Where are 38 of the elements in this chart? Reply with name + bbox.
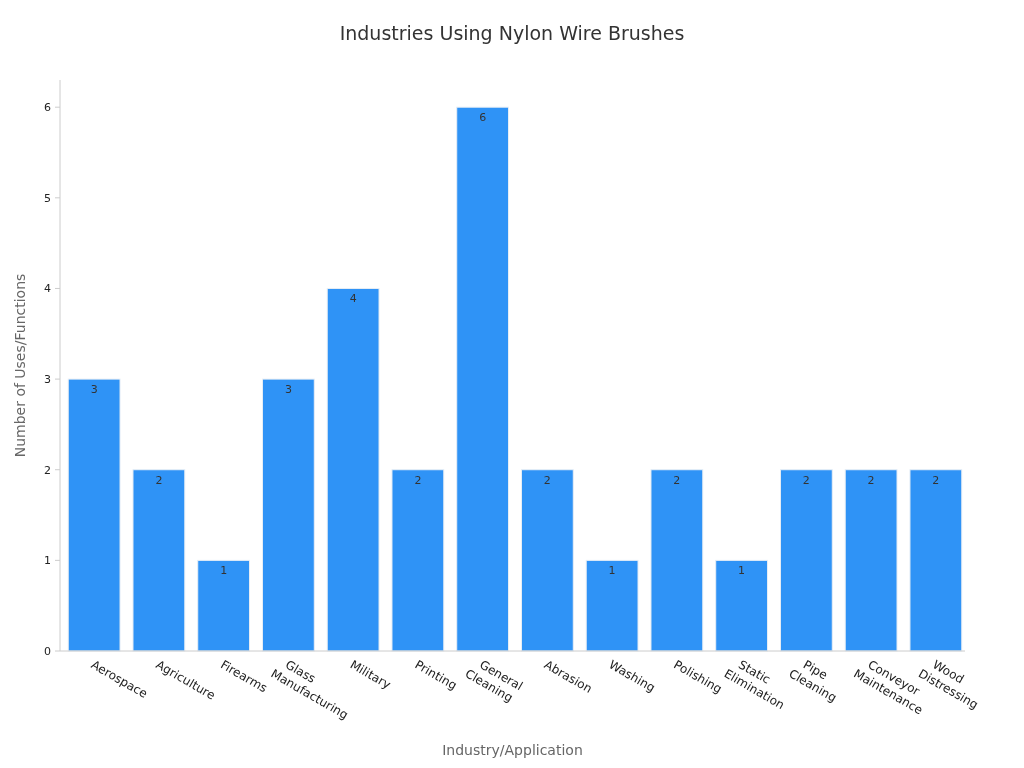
y-tick-label: 6	[44, 101, 51, 115]
bar	[67, 378, 121, 652]
bar	[261, 378, 315, 652]
y-tick-label: 2	[44, 463, 51, 477]
data-label: 2	[867, 473, 875, 487]
bar	[132, 469, 186, 652]
y-tick-label: 3	[44, 373, 51, 387]
y-tick-label: 5	[44, 191, 51, 205]
data-label: 2	[543, 473, 551, 487]
data-label: 4	[349, 292, 357, 306]
bar	[197, 559, 251, 652]
bar	[715, 559, 769, 652]
data-label: 2	[802, 473, 810, 487]
data-label: 2	[932, 473, 940, 487]
data-label: 3	[284, 383, 292, 397]
bar	[520, 469, 574, 652]
y-tick-label: 1	[44, 554, 51, 568]
data-label: 1	[738, 564, 746, 578]
chart-title: Industries Using Nylon Wire Brushes	[339, 22, 685, 44]
y-axis-title: Number of Uses/Functions	[12, 273, 28, 458]
y-tick-label: 4	[44, 282, 51, 296]
data-label: 1	[608, 564, 616, 578]
bar	[391, 469, 445, 652]
bar	[326, 287, 380, 652]
bar	[909, 469, 963, 652]
data-label: 6	[479, 111, 487, 125]
bar	[844, 469, 898, 652]
x-axis-title: Industry/Application	[442, 742, 583, 758]
data-label: 2	[673, 473, 681, 487]
bar	[585, 559, 639, 652]
bar	[779, 469, 833, 652]
y-tick-label: 0	[44, 645, 51, 658]
bar	[650, 469, 704, 652]
data-label: 2	[414, 473, 422, 487]
bar	[456, 106, 510, 652]
data-label: 1	[220, 564, 228, 578]
data-label: 2	[155, 473, 163, 487]
data-label: 3	[90, 383, 98, 397]
